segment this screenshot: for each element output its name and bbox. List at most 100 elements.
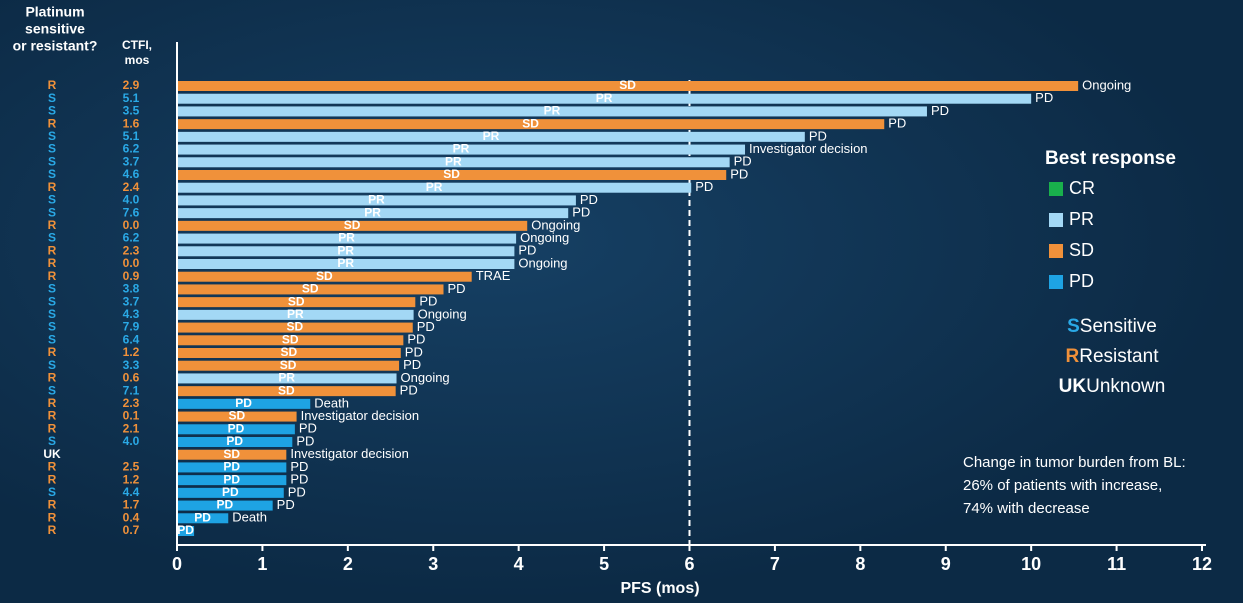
bar	[178, 271, 472, 282]
legend-swatch	[1049, 213, 1063, 227]
bar-label: PR	[278, 371, 295, 385]
end-label: Ongoing	[401, 370, 450, 385]
platinum-status: S	[48, 91, 56, 105]
bar-label: PR	[287, 307, 304, 321]
x-tick-label: 0	[172, 554, 182, 574]
x-tick-label: 12	[1192, 554, 1212, 574]
end-label: PD	[888, 116, 906, 131]
platinum-status: S	[48, 205, 56, 219]
platinum-status: S	[48, 307, 56, 321]
bar	[178, 526, 195, 536]
platinum-status: S	[48, 358, 56, 372]
bar	[178, 284, 444, 295]
platinum-status: S	[48, 142, 56, 156]
bar-label: PD	[222, 485, 239, 499]
bar	[178, 411, 297, 422]
ctfi: 2.9	[123, 78, 140, 92]
end-label: PD	[419, 294, 437, 309]
status-legend: SSensitive	[1067, 316, 1157, 337]
bar-label: PD	[223, 472, 240, 486]
bar-label: PD	[223, 460, 240, 474]
end-label: PD	[290, 459, 308, 474]
bar	[178, 246, 515, 257]
end-label: PD	[296, 433, 314, 448]
annotation: 74% with decrease	[963, 500, 1090, 517]
status-legend-part: Resistant	[1079, 346, 1159, 367]
ctfi: 6.2	[123, 231, 140, 245]
bar	[178, 322, 413, 333]
platinum-status: S	[48, 434, 56, 448]
ctfi: 3.8	[123, 282, 140, 296]
column-header: CTFI,	[122, 38, 152, 52]
platinum-status: R	[48, 523, 57, 537]
bar-label: PD	[235, 396, 252, 410]
end-label: PD	[730, 166, 748, 181]
x-tick-label: 10	[1021, 554, 1041, 574]
bar-label: SD	[316, 269, 333, 283]
column-header: or resistant?	[13, 38, 98, 54]
end-label: PD	[277, 497, 295, 512]
bar	[178, 259, 515, 269]
bar-label: PD	[216, 498, 233, 512]
end-label: Ongoing	[520, 230, 569, 245]
bar-label: PR	[337, 243, 354, 257]
x-axis-label: PFS (mos)	[620, 580, 699, 597]
x-tick-label: 2	[343, 554, 353, 574]
ctfi: 4.0	[123, 434, 140, 448]
ctfi: 2.4	[123, 180, 140, 194]
platinum-status: S	[48, 167, 56, 181]
end-label: TRAE	[476, 268, 511, 283]
column-header: Platinum	[25, 4, 84, 20]
column-header: mos	[125, 53, 150, 67]
bar	[178, 81, 1079, 91]
status-legend-part: S	[1067, 316, 1080, 337]
ctfi: 1.2	[123, 345, 140, 359]
bar	[178, 220, 528, 231]
status-legend-part: Unknown	[1086, 376, 1165, 397]
platinum-status: S	[48, 154, 56, 168]
bar-label: PR	[596, 91, 613, 105]
ctfi: 0.6	[123, 371, 140, 385]
bar-label: PR	[544, 104, 561, 118]
bar	[178, 297, 416, 308]
platinum-status: S	[48, 129, 56, 143]
end-label: Ongoing	[518, 255, 567, 270]
bar	[178, 462, 287, 473]
x-tick-label: 1	[257, 554, 267, 574]
bar	[178, 360, 400, 371]
bar	[178, 335, 404, 346]
bar	[178, 373, 397, 384]
legend-label: SD	[1069, 240, 1094, 260]
platinum-status: S	[48, 193, 56, 207]
end-label: PD	[695, 179, 713, 194]
ctfi: 1.7	[123, 498, 140, 512]
ctfi: 4.0	[123, 193, 140, 207]
platinum-status: R	[48, 421, 57, 435]
platinum-status: R	[48, 498, 57, 512]
end-label: PD	[299, 421, 317, 436]
end-label: PD	[417, 319, 435, 334]
ctfi: 1.2	[123, 472, 140, 486]
end-label: PD	[931, 103, 949, 118]
end-label: Investigator decision	[749, 141, 868, 156]
bar	[178, 500, 273, 511]
bar	[178, 233, 517, 244]
end-label: PD	[734, 154, 752, 169]
ctfi: 1.6	[123, 116, 140, 130]
bar	[178, 208, 569, 219]
platinum-status: R	[48, 180, 57, 194]
ctfi: 4.3	[123, 307, 140, 321]
bar-label: PR	[368, 193, 385, 207]
bar-label: SD	[223, 447, 240, 461]
platinum-status: R	[48, 472, 57, 486]
bar	[178, 195, 576, 206]
platinum-status: R	[48, 345, 57, 359]
bar-label: PD	[177, 523, 194, 537]
bar	[178, 398, 311, 409]
x-tick-label: 8	[855, 554, 865, 574]
platinum-status: S	[48, 294, 56, 308]
ctfi: 0.1	[123, 409, 140, 423]
bar-label: SD	[344, 218, 361, 232]
ctfi: 2.3	[123, 396, 140, 410]
